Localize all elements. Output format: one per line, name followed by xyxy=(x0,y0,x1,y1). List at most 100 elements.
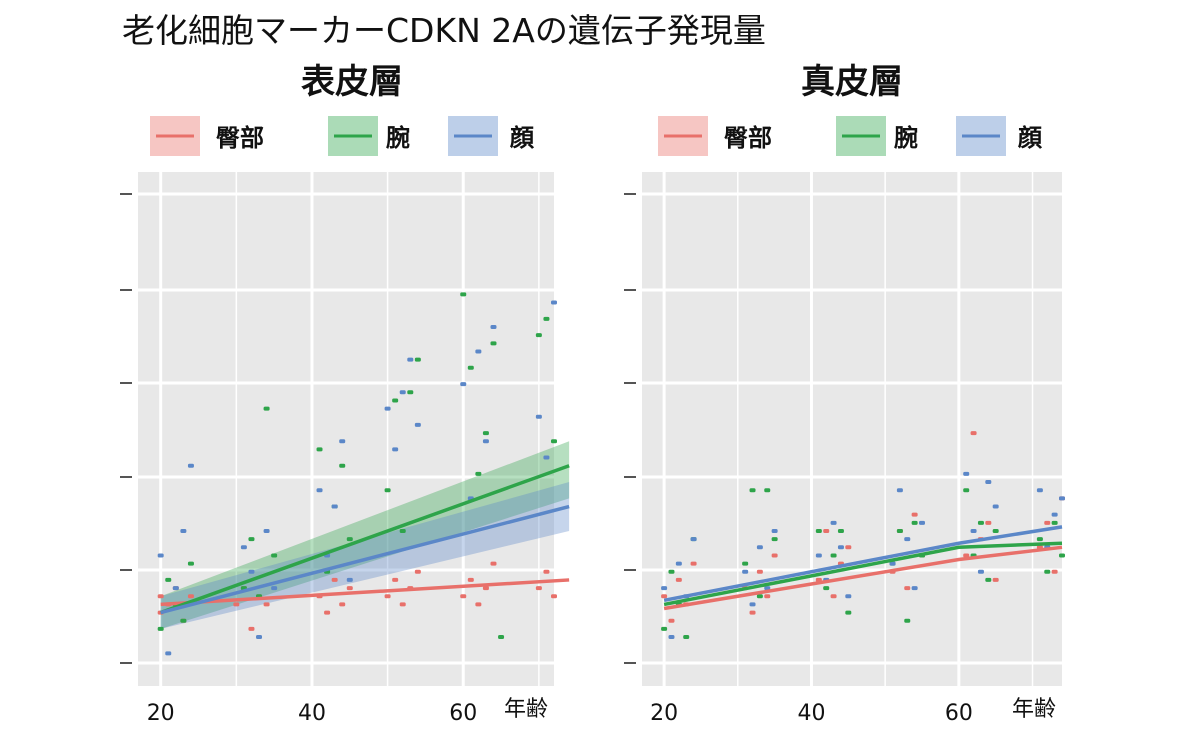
data-point xyxy=(749,610,756,615)
data-point xyxy=(749,488,756,493)
data-point xyxy=(970,528,977,533)
x-axis-label: 年齢 xyxy=(1012,697,1056,722)
legend-entry: 臀部 xyxy=(150,116,264,156)
data-point xyxy=(823,528,830,533)
data-point xyxy=(1044,569,1051,574)
data-point xyxy=(837,545,844,550)
data-point xyxy=(414,569,421,574)
data-point xyxy=(830,594,837,599)
data-point xyxy=(535,414,542,419)
legend-label: 臀部 xyxy=(724,124,772,152)
data-point xyxy=(339,439,346,444)
trend-line xyxy=(160,578,570,607)
confidence-band xyxy=(160,441,570,629)
data-point xyxy=(889,561,896,566)
data-point xyxy=(240,545,247,550)
data-point xyxy=(668,569,675,574)
data-point xyxy=(823,586,830,591)
data-point xyxy=(414,357,421,362)
data-point xyxy=(346,577,353,582)
data-point xyxy=(490,325,497,330)
data-point xyxy=(233,602,240,607)
x-axis-label: 年齢 xyxy=(504,697,548,722)
data-point xyxy=(1036,488,1043,493)
data-point xyxy=(498,635,505,640)
data-point xyxy=(661,594,668,599)
trend-line xyxy=(663,525,1063,603)
data-point xyxy=(460,594,467,599)
data-point xyxy=(180,528,187,533)
data-point xyxy=(771,553,778,558)
legend-label: 臀部 xyxy=(216,124,264,152)
data-point xyxy=(661,586,668,591)
data-point xyxy=(675,561,682,566)
data-point xyxy=(837,528,844,533)
data-point xyxy=(187,561,194,566)
data-point xyxy=(911,520,918,525)
data-point xyxy=(535,333,542,338)
legend-label: 腕 xyxy=(893,124,918,152)
data-point xyxy=(248,569,255,574)
data-point xyxy=(668,635,675,640)
data-point xyxy=(911,512,918,517)
data-point xyxy=(248,537,255,542)
data-point xyxy=(919,520,925,525)
data-point xyxy=(271,586,278,591)
data-point xyxy=(690,561,697,566)
panel-title: 真皮層 xyxy=(801,62,903,102)
data-point xyxy=(845,545,852,550)
data-point xyxy=(256,635,263,640)
data-point xyxy=(460,382,467,387)
data-point xyxy=(475,349,482,354)
data-point xyxy=(407,390,414,395)
data-point xyxy=(399,528,406,533)
trend-line xyxy=(160,464,570,615)
legend-entry: 腕 xyxy=(328,116,410,156)
legend-entry: 腕 xyxy=(836,116,918,156)
data-point xyxy=(399,390,406,395)
data-point xyxy=(1051,512,1058,517)
data-point xyxy=(384,594,391,599)
x-tick-label: 60 xyxy=(449,701,477,726)
data-point xyxy=(661,626,668,631)
data-point xyxy=(180,618,187,623)
data-point xyxy=(771,537,778,542)
data-point xyxy=(384,406,391,411)
data-point xyxy=(392,398,399,403)
data-point xyxy=(742,569,749,574)
data-point xyxy=(977,520,984,525)
data-point xyxy=(339,463,346,468)
data-point xyxy=(896,488,903,493)
data-point xyxy=(551,439,557,444)
data-point xyxy=(467,365,474,370)
data-point xyxy=(460,292,467,297)
data-point xyxy=(742,561,749,566)
trend-line xyxy=(663,545,1063,611)
data-point xyxy=(392,577,399,582)
data-point xyxy=(977,569,984,574)
data-point xyxy=(482,431,489,436)
data-point xyxy=(157,594,164,599)
data-point xyxy=(963,471,970,476)
trend-line xyxy=(663,541,1063,607)
data-point xyxy=(764,488,771,493)
data-point xyxy=(490,341,497,346)
data-point xyxy=(675,577,682,582)
data-point xyxy=(543,316,550,321)
data-point xyxy=(482,586,489,591)
data-point xyxy=(551,300,557,305)
data-point xyxy=(331,577,338,582)
legend-label: 顔 xyxy=(1017,124,1043,152)
confidence-band xyxy=(160,482,570,629)
legend-entry: 顔 xyxy=(448,116,535,156)
data-point xyxy=(475,471,482,476)
data-point xyxy=(1059,553,1065,558)
data-point xyxy=(830,553,837,558)
data-point xyxy=(1051,569,1058,574)
data-point xyxy=(668,618,675,623)
data-point xyxy=(490,561,497,566)
data-point xyxy=(399,602,406,607)
panel-title: 表皮層 xyxy=(301,62,403,102)
